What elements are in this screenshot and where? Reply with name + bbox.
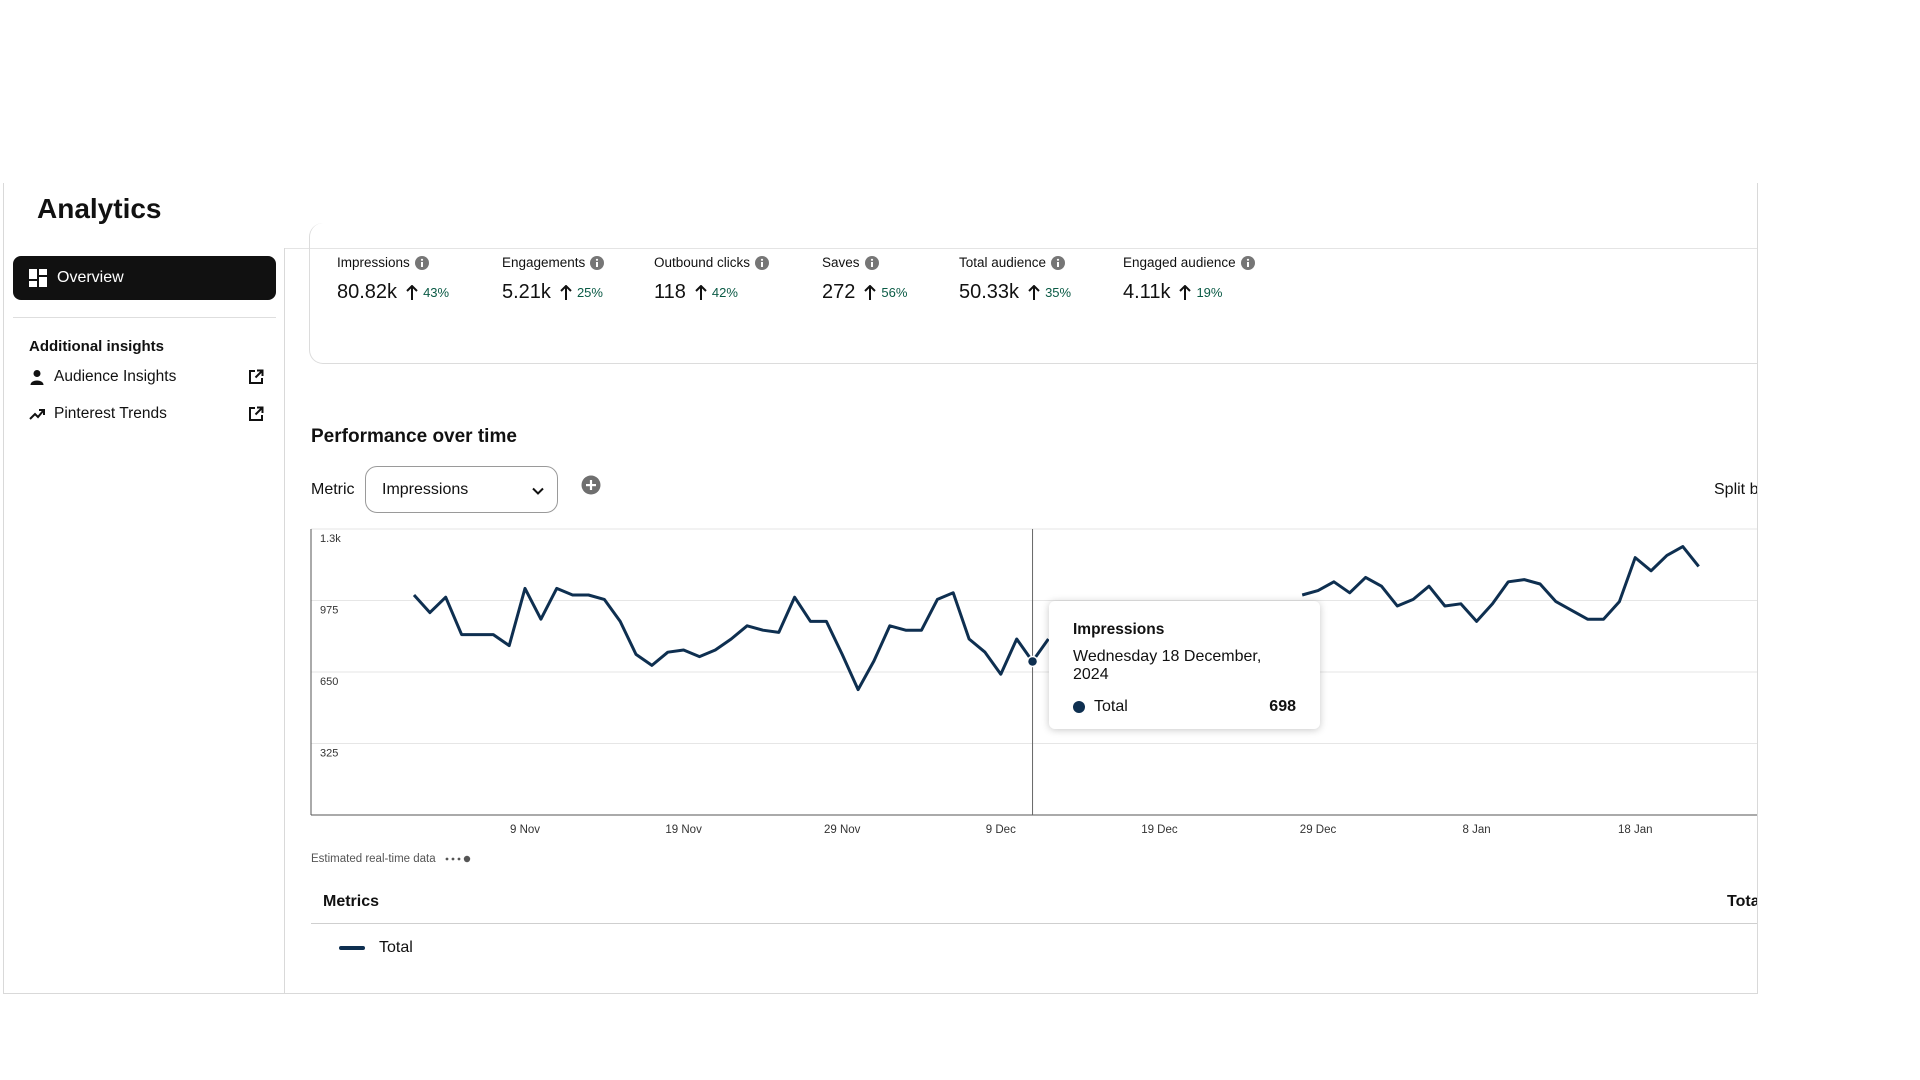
metric-select-value: Impressions xyxy=(382,480,469,498)
stat-change: 35% xyxy=(1045,285,1072,300)
stat-impressions[interactable]: Impressions 80.82k 43% xyxy=(337,255,449,304)
arrow-up-icon xyxy=(1028,285,1040,300)
stat-label: Impressions xyxy=(337,255,410,270)
sidebar-item-audience-insights[interactable]: Audience Insights xyxy=(29,365,264,389)
sidebar-item-label: Audience Insights xyxy=(54,368,177,385)
arrow-up-icon xyxy=(864,285,877,300)
estimated-data-legend: Estimated real-time data xyxy=(311,853,478,865)
sidebar-item-overview[interactable]: Overview xyxy=(13,256,276,300)
tooltip-title: Impressions xyxy=(1073,621,1165,638)
x-tick-label: 9 Nov xyxy=(510,824,540,836)
sidebar-item-pinterest-trends[interactable]: Pinterest Trends xyxy=(29,402,264,426)
info-icon[interactable] xyxy=(590,255,605,270)
external-link-icon[interactable] xyxy=(248,406,264,422)
arrow-up-icon xyxy=(560,285,572,300)
x-tick-label: 19 Dec xyxy=(1141,824,1178,836)
metric-select[interactable]: Impressions xyxy=(365,466,558,513)
arrow-up-icon xyxy=(695,285,707,300)
x-tick-label: 29 Dec xyxy=(1300,824,1337,836)
dotted-line-icon xyxy=(445,855,470,863)
stat-outbound-clicks[interactable]: Outbound clicks 118 42% xyxy=(654,255,770,304)
sidebar-divider xyxy=(13,317,276,318)
stat-label: Total audience xyxy=(959,255,1047,270)
page-title: Analytics xyxy=(37,193,162,224)
total-column-header: Tota xyxy=(1727,893,1758,910)
tooltip-value: 698 xyxy=(1269,698,1296,715)
header-divider xyxy=(284,248,1757,249)
stat-value: 50.33k xyxy=(959,281,1020,303)
info-icon[interactable] xyxy=(1051,255,1066,270)
stat-change: 19% xyxy=(1196,285,1223,300)
stat-value: 80.82k xyxy=(337,281,398,303)
metric-label: Metric xyxy=(311,481,355,498)
series-line-total[interactable] xyxy=(1301,545,1700,623)
y-tick-label: 1.3k xyxy=(320,533,341,545)
stat-value: 5.21k xyxy=(502,281,551,303)
external-link-icon[interactable] xyxy=(248,369,264,385)
arrow-up-icon xyxy=(1179,285,1192,300)
stat-change: 56% xyxy=(881,285,908,300)
analytics-window: Analytics Overview Additional insights A… xyxy=(3,183,1758,994)
stat-label: Saves xyxy=(822,255,860,270)
sidebar-item-overview-label: Overview xyxy=(57,269,124,286)
stat-label: Engagements xyxy=(502,255,586,270)
series-swatch xyxy=(339,946,365,950)
impressions-chart[interactable]: 1.3k 975 650 325 9 Nov 19 Nov 29 Nov 9 Dec 19 De… xyxy=(4,183,1757,993)
dashboard-icon xyxy=(29,269,47,287)
summary-card: Impressions 80.82k 43% Engagements 5.21k… xyxy=(309,223,1757,364)
x-tick-label: 18 Jan xyxy=(1618,824,1653,836)
sidebar-item-label: Pinterest Trends xyxy=(54,405,167,422)
chevron-down-icon xyxy=(532,487,544,495)
highlighted-point[interactable] xyxy=(1026,655,1039,668)
table-header-divider xyxy=(311,923,1757,924)
y-tick-label: 650 xyxy=(320,676,338,688)
chart-tooltip: Impressions Wednesday 18 December, 2024 … xyxy=(1049,601,1320,729)
stat-total-audience[interactable]: Total audience 50.33k 35% xyxy=(959,255,1071,304)
x-tick-label: 8 Jan xyxy=(1463,824,1491,836)
x-tick-label: 9 Dec xyxy=(986,824,1016,836)
series-line-total[interactable] xyxy=(412,586,1050,692)
performance-title: Performance over time xyxy=(311,426,517,447)
y-tick-label: 975 xyxy=(320,605,338,617)
tooltip-series-dot xyxy=(1073,701,1085,713)
tooltip-series-name: Total xyxy=(1094,698,1128,715)
stat-engagements[interactable]: Engagements 5.21k 25% xyxy=(502,255,605,304)
info-icon[interactable] xyxy=(414,255,429,270)
split-by-label[interactable]: Split b xyxy=(1714,481,1758,498)
stat-change: 42% xyxy=(711,285,738,300)
stat-value: 118 xyxy=(654,281,686,303)
add-metric-icon[interactable] xyxy=(581,475,601,495)
stat-change: 43% xyxy=(423,285,450,300)
sidebar: Overview Additional insights Audience In… xyxy=(4,248,285,993)
y-tick-label: 325 xyxy=(320,748,338,760)
stat-value: 4.11k xyxy=(1123,281,1171,303)
metrics-column-header: Metrics xyxy=(323,893,380,910)
x-tick-label: 19 Nov xyxy=(665,824,702,836)
table-row-label: Total xyxy=(379,939,413,956)
estimated-data-label: Estimated real-time data xyxy=(311,853,436,865)
info-icon[interactable] xyxy=(1240,255,1255,270)
stat-engaged-audience[interactable]: Engaged audience 4.11k 19% xyxy=(1123,255,1255,304)
stat-saves[interactable]: Saves 272 56% xyxy=(822,255,907,304)
stat-change: 25% xyxy=(576,285,603,300)
info-icon[interactable] xyxy=(864,255,879,270)
info-icon[interactable] xyxy=(755,255,770,270)
stat-label: Outbound clicks xyxy=(654,255,751,270)
table-row[interactable]: Total xyxy=(339,939,413,957)
stat-value: 272 xyxy=(822,281,856,303)
x-tick-label: 29 Nov xyxy=(824,824,861,836)
arrow-up-icon xyxy=(406,285,418,300)
trend-icon xyxy=(29,409,45,420)
stat-label: Engaged audience xyxy=(1123,255,1236,270)
tooltip-date: Wednesday 18 December, 2024 xyxy=(1073,648,1262,683)
person-icon xyxy=(30,370,44,385)
sidebar-section-title: Additional insights xyxy=(29,338,164,355)
